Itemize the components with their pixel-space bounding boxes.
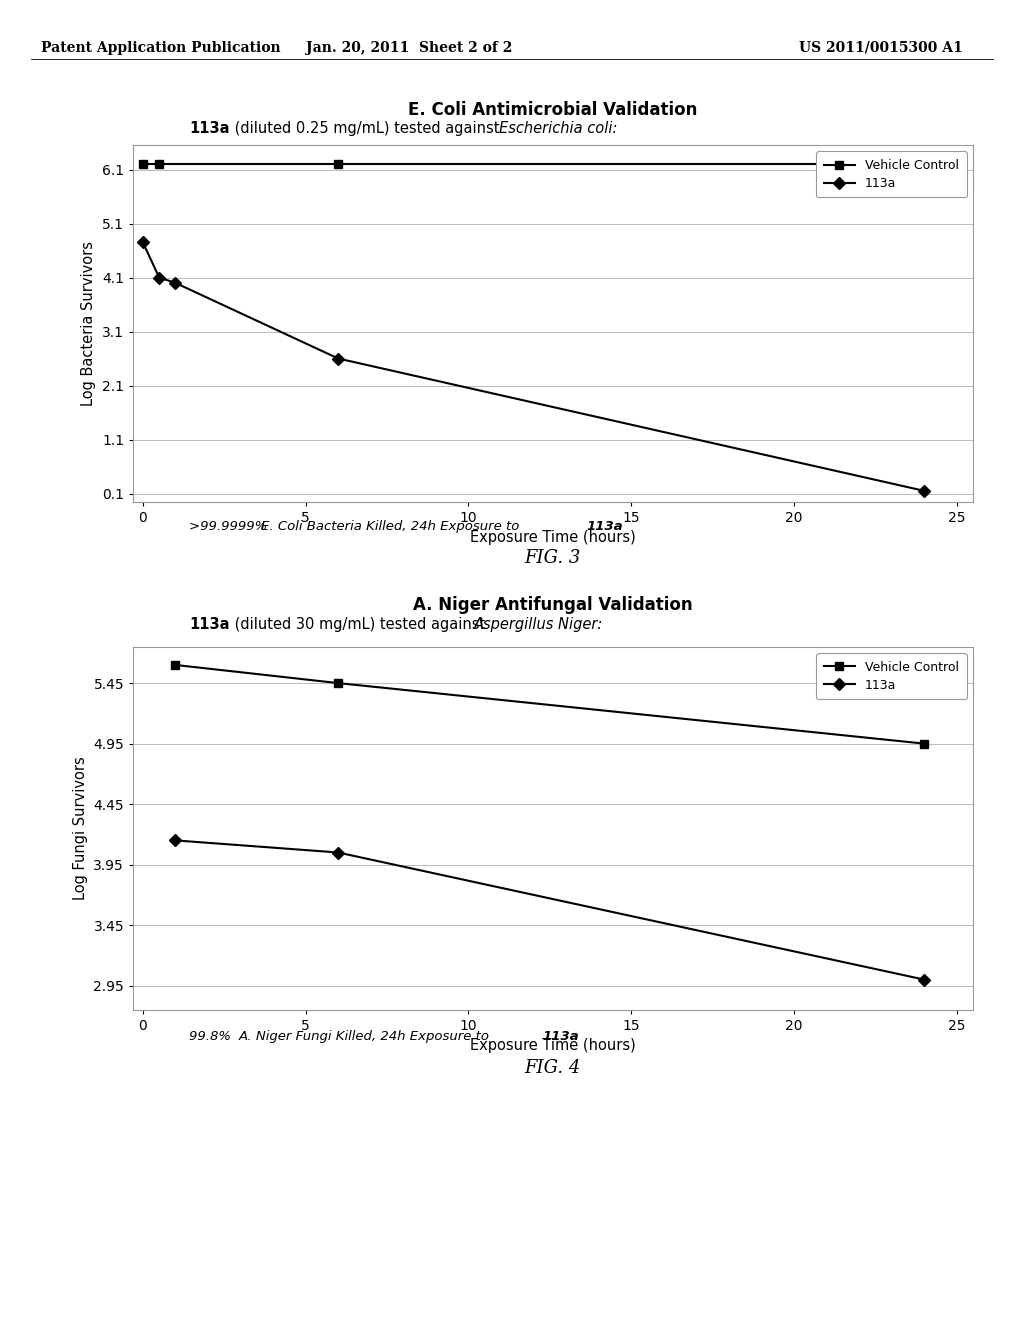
Line: Vehicle Control: Vehicle Control [171,661,928,747]
Vehicle Control [332,676,344,692]
Text: FIG. 3: FIG. 3 [524,549,582,568]
Vehicle Control [137,156,150,172]
Text: A. Niger Fungi Killed, 24h Exposure to: A. Niger Fungi Killed, 24h Exposure to [239,1030,494,1043]
113a [137,235,150,251]
Legend: Vehicle Control, 113a: Vehicle Control, 113a [816,653,967,700]
Y-axis label: Log Bacteria Survivors: Log Bacteria Survivors [82,242,96,407]
Text: FIG. 4: FIG. 4 [524,1059,582,1077]
Legend: Vehicle Control, 113a: Vehicle Control, 113a [816,152,967,198]
Text: >99.9999%: >99.9999% [189,520,272,533]
Line: 113a: 113a [171,837,928,983]
Text: 99.8%: 99.8% [189,1030,236,1043]
Line: 113a: 113a [138,238,928,495]
113a [169,833,181,849]
Text: E. Coli Bacteria Killed, 24h Exposure to: E. Coli Bacteria Killed, 24h Exposure to [261,520,523,533]
113a [918,972,930,987]
Line: Vehicle Control: Vehicle Control [138,160,928,168]
Text: (diluted 30 mg/mL) tested against: (diluted 30 mg/mL) tested against [230,618,490,632]
113a [332,845,344,861]
Text: 113a: 113a [587,520,624,533]
X-axis label: Exposure Time (hours): Exposure Time (hours) [470,1039,636,1053]
Vehicle Control [918,735,930,751]
Text: Aspergillus Niger:: Aspergillus Niger: [474,618,603,632]
Text: Jan. 20, 2011  Sheet 2 of 2: Jan. 20, 2011 Sheet 2 of 2 [306,41,513,54]
Text: 113a: 113a [543,1030,580,1043]
113a [169,275,181,290]
Text: E. Coli Antimicrobial Validation: E. Coli Antimicrobial Validation [409,100,697,119]
Vehicle Control [169,657,181,673]
Vehicle Control [332,156,344,172]
113a [153,269,165,285]
Vehicle Control [153,156,165,172]
Text: US 2011/0015300 A1: US 2011/0015300 A1 [799,41,963,54]
Text: Patent Application Publication: Patent Application Publication [41,41,281,54]
Text: 113a: 113a [189,121,230,136]
113a [918,483,930,499]
Text: 113a: 113a [189,618,230,632]
X-axis label: Exposure Time (hours): Exposure Time (hours) [470,531,636,545]
Vehicle Control [918,156,930,172]
Text: A. Niger Antifungal Validation: A. Niger Antifungal Validation [413,595,693,614]
113a [332,351,344,367]
Y-axis label: Log Fungi Survivors: Log Fungi Survivors [73,756,88,900]
Text: Escherichia coli:: Escherichia coli: [499,121,617,136]
Text: (diluted 0.25 mg/mL) tested against: (diluted 0.25 mg/mL) tested against [230,121,505,136]
